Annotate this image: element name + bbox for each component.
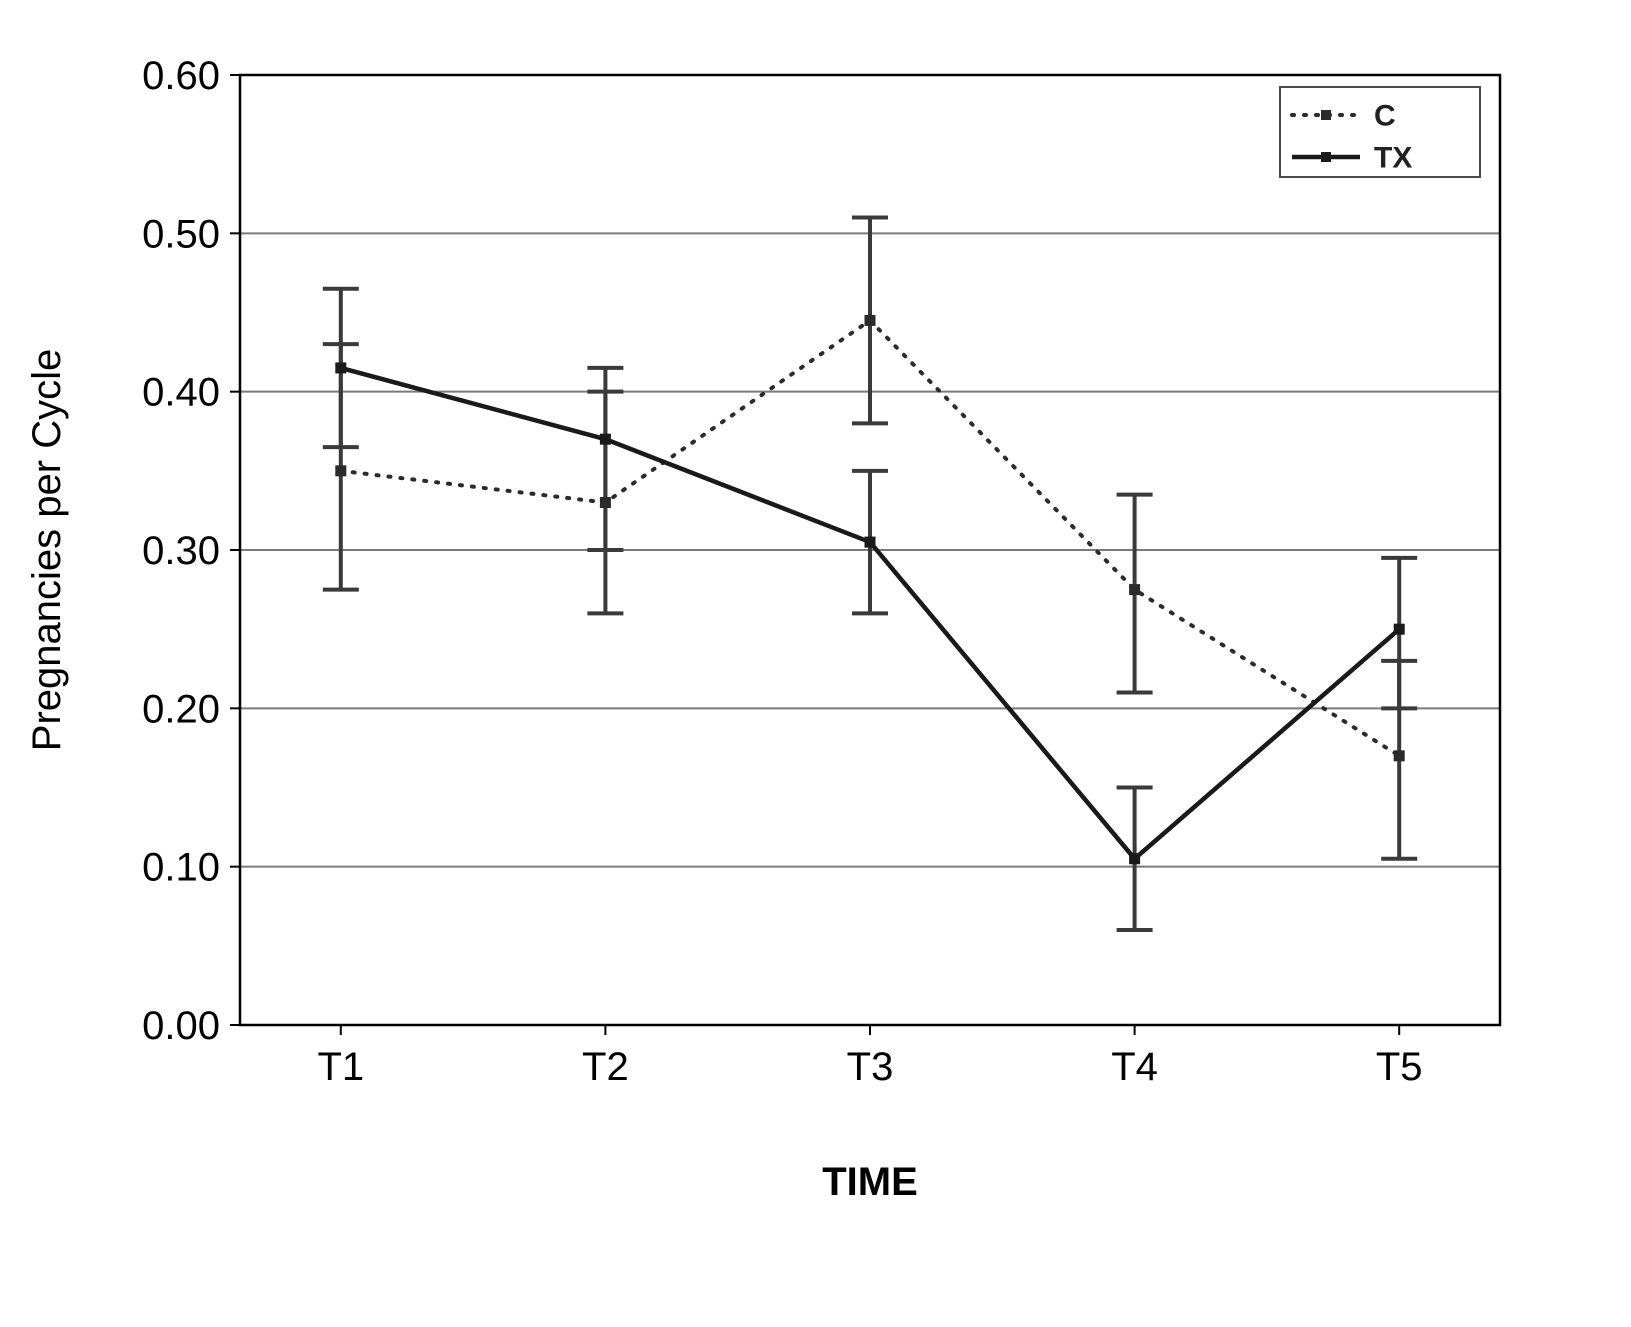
- series-marker-TX: [1394, 624, 1404, 634]
- y-tick-label: 0.20: [142, 687, 220, 731]
- series-marker-TX: [1130, 854, 1140, 864]
- y-tick-label: 0.30: [142, 529, 220, 573]
- legend: C TX: [1280, 87, 1480, 177]
- y-tick-label: 0.10: [142, 846, 220, 890]
- series-marker-TX: [865, 537, 875, 547]
- series-marker-C: [600, 498, 610, 508]
- series-marker-TX: [600, 434, 610, 444]
- x-tick-label: T1: [317, 1045, 364, 1089]
- legend-label: TX: [1374, 142, 1412, 175]
- line-chart: 0.00 0.10 0.20 0.30 0.40 0.50 0.60 T1 T2 T3 T4 T5 Pr…: [0, 0, 1631, 1327]
- series-marker-TX: [336, 363, 346, 373]
- series-marker-C: [1394, 751, 1404, 761]
- y-tick-label: 0.60: [142, 54, 220, 98]
- series-marker-C: [865, 315, 875, 325]
- y-tick-label: 0.40: [142, 371, 220, 415]
- chart-container: 0.00 0.10 0.20 0.30 0.40 0.50 0.60 T1 T2 T3 T4 T5 Pr…: [0, 0, 1631, 1327]
- y-axis-label: Pregnancies per Cycle: [25, 349, 69, 751]
- series-marker-C: [1130, 585, 1140, 595]
- x-tick-label: T3: [847, 1045, 894, 1089]
- x-tick-label: T2: [582, 1045, 629, 1089]
- x-axis-label: TIME: [822, 1160, 918, 1204]
- x-tick-label: T4: [1111, 1045, 1158, 1089]
- y-tick-label: 0.50: [142, 212, 220, 256]
- legend-label: C: [1374, 100, 1396, 133]
- series-marker-C: [336, 466, 346, 476]
- y-tick-label: 0.00: [142, 1004, 220, 1048]
- x-tick-label: T5: [1376, 1045, 1423, 1089]
